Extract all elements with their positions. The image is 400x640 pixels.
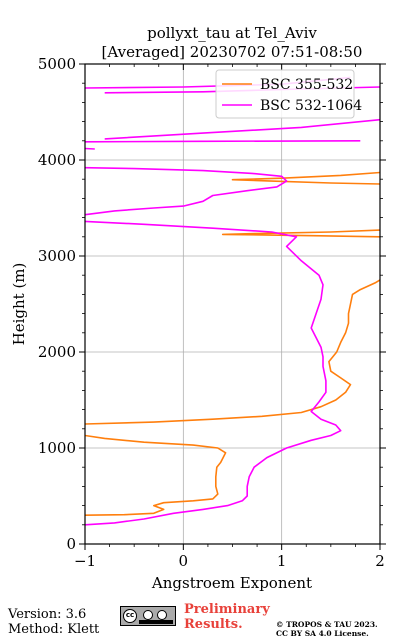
series-lines: [85, 76, 380, 526]
license-line-1: © TROPOS & TAU 2023.: [276, 620, 378, 629]
legend: BSC 355-532 BSC 532-1064: [215, 69, 362, 119]
version-text: Version: 3.6: [8, 607, 87, 622]
series-line-1: [85, 434, 227, 516]
y-tick-label: 1000: [38, 439, 76, 457]
legend-label: BSC 532-1064: [260, 98, 362, 114]
y-tick-label: 2000: [38, 343, 76, 361]
series-line-2: [85, 166, 288, 216]
y-axis-label: Height (m): [10, 263, 28, 346]
y-tick-label: 0: [66, 535, 76, 553]
series-line-2: [85, 147, 95, 150]
plot-frame: [84, 63, 381, 545]
x-tick-label: 0: [179, 552, 189, 570]
badge-strip: [139, 620, 173, 624]
series-line-1: [231, 171, 380, 185]
y-tick-label: 3000: [38, 247, 76, 265]
series-line-2: [85, 220, 342, 526]
series-line-2: [104, 118, 380, 140]
sa-icon: [157, 610, 167, 620]
preliminary-line-1: Preliminary: [184, 602, 270, 617]
y-tick-label: 4000: [38, 151, 76, 169]
preliminary-results-text: Preliminary Results.: [184, 602, 270, 632]
series-line-1: [85, 279, 380, 425]
license-line-2: CC BY SA 4.0 License.: [276, 629, 369, 638]
method-text: Method: Klett: [8, 622, 100, 637]
x-tick-label: 1: [277, 552, 287, 570]
legend-label: BSC 355-532: [260, 77, 353, 93]
chart-title: pollyxt_tau at Tel_Aviv: [147, 24, 317, 42]
y-tick-label: 5000: [38, 55, 76, 73]
series-line-2: [85, 140, 361, 143]
preliminary-line-2: Results.: [184, 617, 243, 632]
chart-subtitle: [Averaged] 20230702 07:51-08:50: [102, 43, 363, 61]
license-text: © TROPOS & TAU 2023. CC BY SA 4.0 Licens…: [276, 620, 378, 638]
series-line-1: [221, 229, 380, 238]
x-tick-label: −1: [74, 552, 96, 570]
cc-icon: cc: [123, 609, 137, 623]
cc-license-badge-icon: cc: [120, 606, 176, 626]
grid: [84, 63, 381, 545]
by-icon: [143, 610, 153, 620]
x-axis-label: Angstroem Exponent: [151, 574, 312, 592]
legend-box: [215, 69, 355, 119]
x-tick-label: 2: [375, 552, 385, 570]
